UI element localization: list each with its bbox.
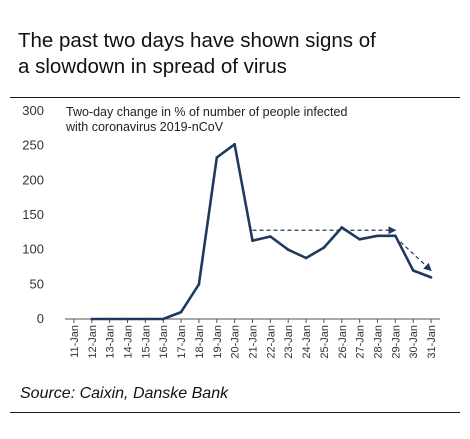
x-axis: 11-Jan 12-Jan 13-Jan 14-Jan 15-Jan 16-Jan 17-J…	[65, 318, 440, 359]
source-note: Source: Caixin, Danske Bank	[20, 385, 229, 402]
y-tick-label: 50	[30, 276, 44, 291]
chart-annotation-line-2: with coronavirus 2019-nCoV	[65, 120, 224, 134]
data-point	[126, 317, 129, 321]
y-tick-label: 0	[37, 311, 44, 326]
trend-arrows	[252, 226, 432, 272]
line-chart: 0 50 100 150 200 250 300 11-Jan 12-Jan 13-Jan 14-…	[22, 103, 440, 359]
data-point	[215, 156, 219, 159]
x-tick-label: 15-Jan	[140, 325, 152, 359]
x-tick-label: 27-Jan	[355, 325, 367, 359]
x-tick-label: 17-Jan	[176, 325, 188, 359]
data-point	[340, 226, 344, 229]
data-point	[144, 317, 147, 321]
data-point	[304, 256, 308, 260]
x-tick-label: 29-Jan	[390, 325, 402, 359]
x-tick-label: 24-Jan	[301, 325, 313, 359]
data-point	[90, 317, 94, 321]
trend-arrow	[394, 236, 432, 272]
x-tick-label: 14-Jan	[123, 325, 135, 359]
x-tick-label: 25-Jan	[319, 325, 331, 359]
data-point	[358, 237, 361, 241]
x-tick-label: 19-Jan	[212, 325, 224, 359]
data-point	[108, 317, 111, 321]
y-tick-label: 150	[22, 207, 44, 222]
x-tick-label: 30-Jan	[408, 325, 420, 359]
x-tick-label: 18-Jan	[194, 325, 206, 359]
data-point	[161, 317, 165, 321]
y-tick-label: 200	[22, 172, 44, 187]
chart-title: The past two days have shown signs of a …	[18, 28, 458, 80]
data-point	[376, 234, 379, 238]
title-line-2: a slowdown in spread of virus	[18, 55, 287, 78]
x-tick-label: 31-Jan	[426, 325, 438, 359]
data-point	[179, 310, 183, 314]
data-point	[411, 269, 415, 272]
top-divider	[10, 97, 460, 98]
series-line	[91, 143, 432, 321]
x-tick-label: 11-Jan	[69, 325, 81, 358]
data-point	[197, 283, 201, 286]
x-tick-label: 23-Jan	[283, 325, 295, 359]
data-point	[251, 239, 254, 242]
x-tick-label: 26-Jan	[337, 325, 349, 359]
x-tick-label: 16-Jan	[158, 325, 170, 359]
x-tick-label: 12-Jan	[87, 325, 99, 359]
x-tick-label: 22-Jan	[265, 325, 277, 359]
y-tick-label: 100	[22, 242, 44, 257]
x-tick-label: 20-Jan	[230, 325, 242, 359]
data-point	[269, 235, 272, 238]
x-tick-label: 21-Jan	[248, 325, 260, 359]
x-tick-label: 13-Jan	[105, 325, 117, 359]
data-point	[233, 142, 236, 146]
data-point	[286, 248, 290, 251]
data-point	[322, 246, 326, 249]
y-tick-label: 300	[22, 103, 44, 118]
x-tick-label: 28-Jan	[373, 325, 385, 359]
chart-annotation-line-1: Two-day change in % of number of people …	[66, 105, 347, 119]
title-line-1: The past two days have shown signs of	[18, 29, 376, 52]
y-tick-label: 250	[22, 138, 44, 153]
bottom-divider	[10, 412, 460, 413]
data-point	[394, 234, 397, 238]
data-point	[429, 276, 433, 279]
y-axis: 0 50 100 150 200 250 300	[22, 103, 44, 326]
series-group	[90, 142, 433, 321]
